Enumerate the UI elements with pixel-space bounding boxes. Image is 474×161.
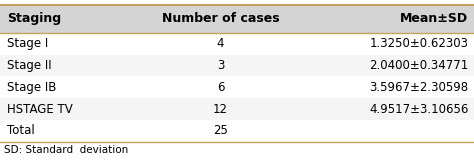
- FancyBboxPatch shape: [0, 33, 142, 55]
- Text: Stage I: Stage I: [7, 37, 48, 50]
- FancyBboxPatch shape: [299, 98, 474, 120]
- Text: Mean±SD: Mean±SD: [400, 12, 468, 25]
- FancyBboxPatch shape: [299, 33, 474, 55]
- Text: SD: Standard  deviation: SD: Standard deviation: [4, 145, 128, 155]
- FancyBboxPatch shape: [142, 55, 299, 76]
- FancyBboxPatch shape: [0, 76, 142, 98]
- FancyBboxPatch shape: [0, 98, 142, 120]
- FancyBboxPatch shape: [142, 120, 299, 142]
- Text: 3: 3: [217, 59, 224, 72]
- Text: HSTAGE TV: HSTAGE TV: [7, 103, 73, 116]
- FancyBboxPatch shape: [299, 5, 474, 33]
- FancyBboxPatch shape: [0, 120, 142, 142]
- Text: 25: 25: [213, 124, 228, 137]
- Text: Stage IB: Stage IB: [7, 81, 56, 94]
- FancyBboxPatch shape: [299, 55, 474, 76]
- Text: 4.9517±3.10656: 4.9517±3.10656: [369, 103, 468, 116]
- FancyBboxPatch shape: [299, 76, 474, 98]
- Text: Staging: Staging: [7, 12, 61, 25]
- Text: 6: 6: [217, 81, 224, 94]
- Text: 12: 12: [213, 103, 228, 116]
- Text: 1.3250±0.62303: 1.3250±0.62303: [369, 37, 468, 50]
- FancyBboxPatch shape: [142, 76, 299, 98]
- Text: 2.0400±0.34771: 2.0400±0.34771: [369, 59, 468, 72]
- FancyBboxPatch shape: [142, 5, 299, 33]
- FancyBboxPatch shape: [0, 55, 142, 76]
- Text: 4: 4: [217, 37, 224, 50]
- Text: 3.5967±2.30598: 3.5967±2.30598: [369, 81, 468, 94]
- Text: Stage II: Stage II: [7, 59, 52, 72]
- FancyBboxPatch shape: [0, 5, 142, 33]
- FancyBboxPatch shape: [299, 120, 474, 142]
- FancyBboxPatch shape: [142, 33, 299, 55]
- Text: Number of cases: Number of cases: [162, 12, 279, 25]
- Text: Total: Total: [7, 124, 35, 137]
- FancyBboxPatch shape: [142, 98, 299, 120]
